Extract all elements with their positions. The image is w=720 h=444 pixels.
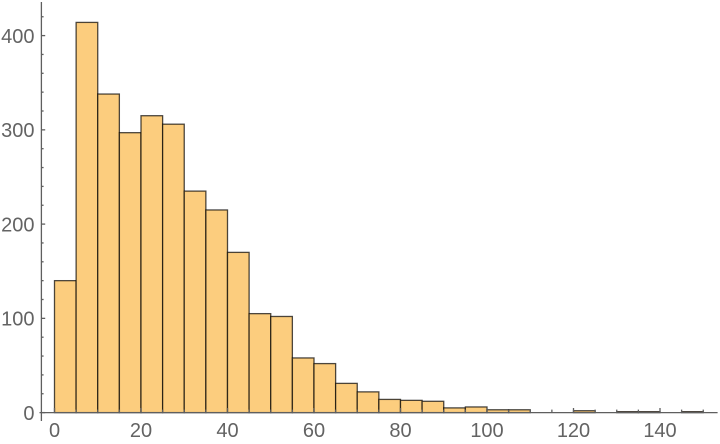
svg-text:40: 40 (216, 420, 238, 442)
svg-text:80: 80 (389, 420, 411, 442)
svg-text:60: 60 (303, 420, 325, 442)
svg-text:300: 300 (1, 120, 34, 142)
svg-text:100: 100 (470, 420, 503, 442)
svg-text:20: 20 (130, 420, 152, 442)
svg-text:140: 140 (643, 420, 676, 442)
svg-text:200: 200 (1, 214, 34, 236)
svg-text:0: 0 (49, 420, 60, 442)
svg-text:400: 400 (1, 26, 34, 48)
svg-text:0: 0 (23, 403, 34, 425)
svg-text:100: 100 (1, 309, 34, 331)
svg-text:120: 120 (557, 420, 590, 442)
